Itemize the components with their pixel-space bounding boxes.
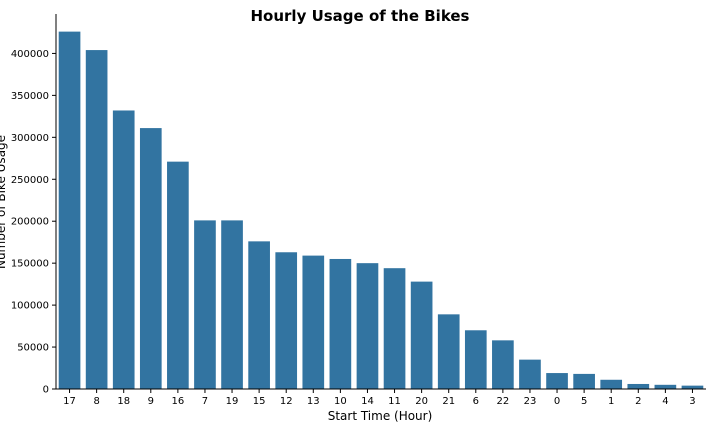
y-tick-label-400000: 400000 [11, 49, 49, 60]
x-tick-label-11: 11 [388, 396, 401, 407]
bar-19 [221, 220, 243, 389]
y-tick-label-50000: 50000 [17, 343, 49, 354]
x-tick-label-17: 17 [63, 396, 76, 407]
y-tick-label-350000: 350000 [11, 91, 49, 102]
bar-22 [492, 340, 514, 389]
bars-group [58, 31, 704, 390]
y-tick-label-150000: 150000 [11, 259, 49, 270]
x-tick-label-19: 19 [226, 396, 239, 407]
x-tick-label-12: 12 [280, 396, 293, 407]
x-tick-label-3: 3 [689, 396, 695, 407]
x-tick-label-21: 21 [442, 396, 455, 407]
x-tick-label-2: 2 [635, 396, 641, 407]
x-tick-label-22: 22 [497, 396, 510, 407]
y-tick-label-200000: 200000 [11, 217, 49, 228]
bar-3 [681, 385, 704, 389]
bar-10 [329, 258, 352, 389]
y-tick-label-300000: 300000 [11, 133, 49, 144]
x-axis-label: Start Time (Hour) [328, 409, 433, 423]
x-tick-label-7: 7 [202, 396, 208, 407]
bar-20 [410, 281, 433, 389]
bar-6 [464, 330, 487, 389]
x-axis: 17 8 18 9 16 7 19 15 12 13 10 14 11 20 21 6 22 23 0 5 1 2 4 3 [56, 388, 706, 407]
bar-12 [275, 252, 298, 389]
x-tick-label-0: 0 [554, 396, 560, 407]
bar-14 [356, 263, 379, 389]
x-tick-label-18: 18 [117, 396, 130, 407]
x-tick-label-5: 5 [581, 396, 587, 407]
bar-21 [437, 314, 460, 389]
y-tick-label-0: 0 [43, 385, 49, 396]
bar-2 [627, 383, 650, 389]
bar-7 [194, 220, 216, 389]
bar-18 [112, 110, 135, 389]
y-axis-label: Number of Bike Usage [0, 135, 8, 269]
x-tick-label-4: 4 [662, 396, 668, 407]
x-tick-label-1: 1 [608, 396, 614, 407]
bar-16 [167, 161, 189, 389]
bar-17 [58, 31, 81, 390]
bar-5 [573, 373, 595, 389]
bar-4 [654, 384, 677, 389]
x-tick-label-8: 8 [93, 396, 99, 407]
bar-11 [383, 268, 406, 389]
x-tick-label-9: 9 [148, 396, 154, 407]
bar-0 [546, 373, 568, 389]
chart-title: Hourly Usage of the Bikes [251, 7, 470, 25]
bar-8 [85, 50, 108, 389]
bar-9 [139, 128, 162, 389]
y-tick-label-250000: 250000 [11, 175, 49, 186]
y-axis: 0 50000 100000 150000 200000 250000 300000 3500… [11, 14, 57, 396]
x-tick-label-14: 14 [361, 396, 374, 407]
bar-13 [302, 255, 325, 389]
x-tick-label-23: 23 [524, 396, 537, 407]
x-tick-label-6: 6 [473, 396, 479, 407]
bar-23 [519, 359, 541, 389]
x-tick-label-20: 20 [415, 396, 428, 407]
x-tick-label-13: 13 [307, 396, 320, 407]
x-tick-label-16: 16 [172, 396, 185, 407]
bar-15 [248, 241, 270, 389]
x-tick-label-10: 10 [334, 396, 347, 407]
y-tick-label-100000: 100000 [11, 301, 49, 312]
bar-1 [600, 379, 623, 389]
x-tick-label-15: 15 [253, 396, 266, 407]
